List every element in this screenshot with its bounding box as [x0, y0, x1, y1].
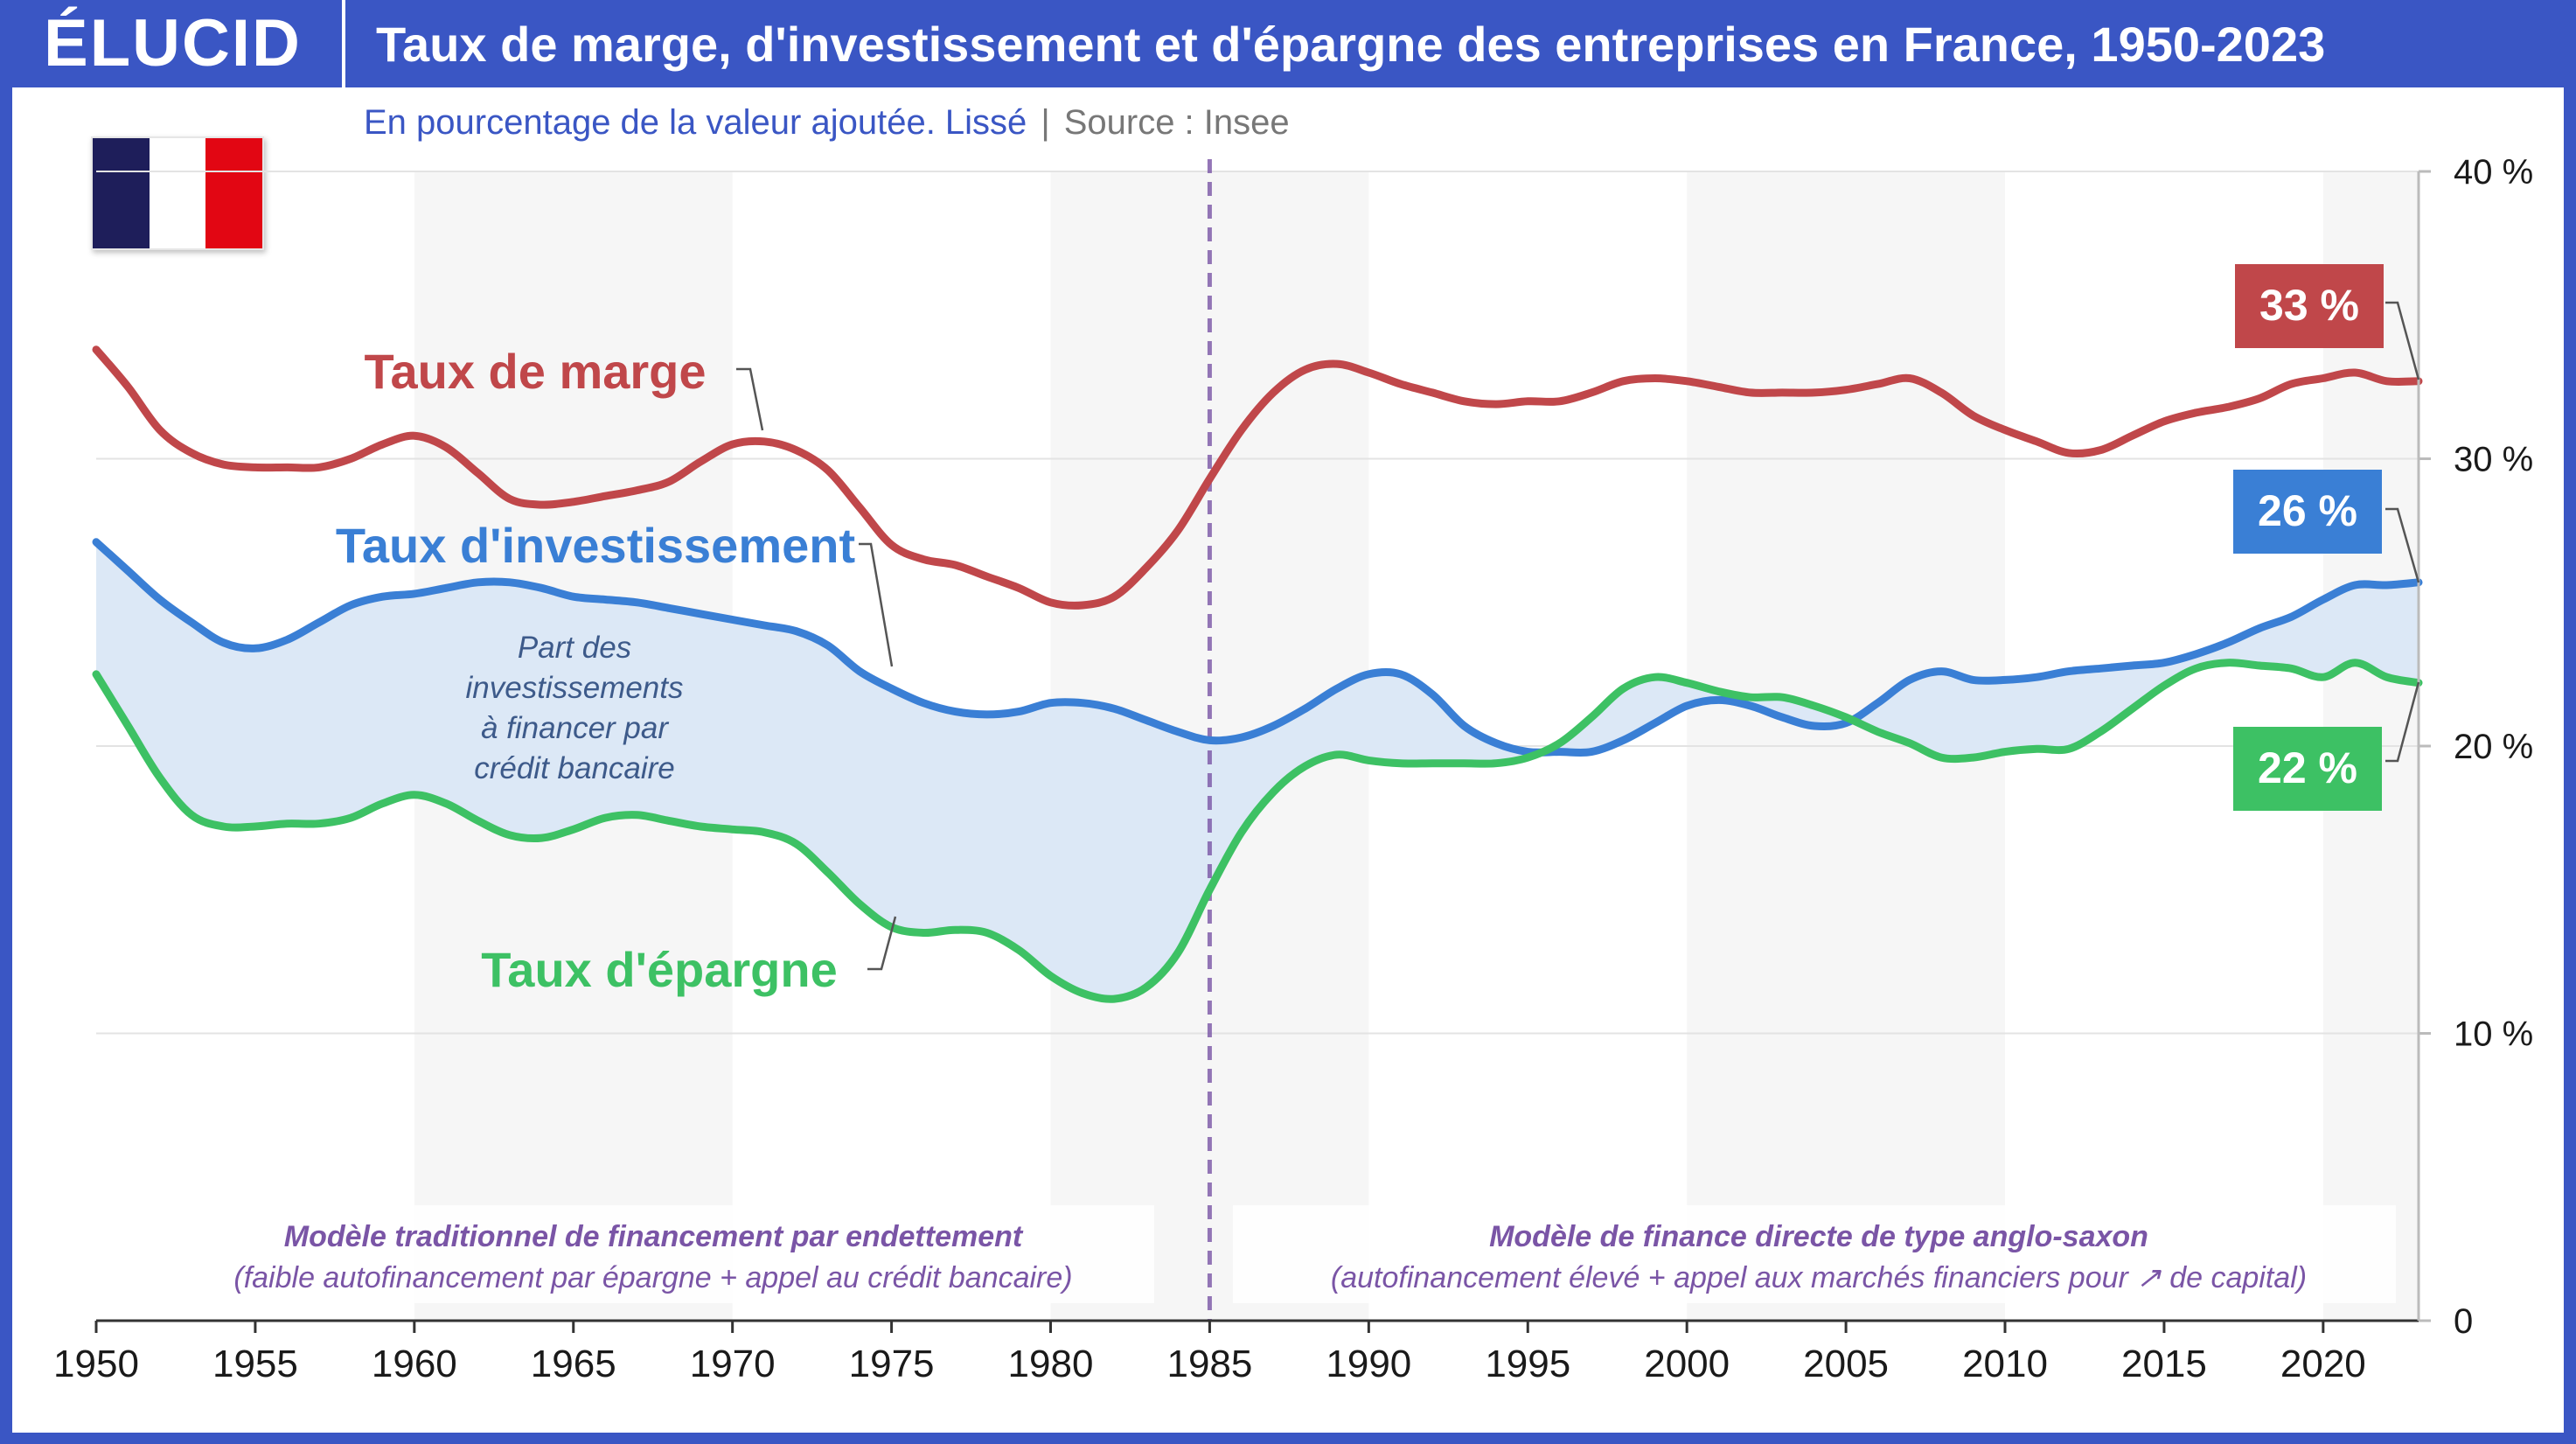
y-tick-label: 10 % — [2454, 1015, 2533, 1054]
leader-line-epargne — [867, 916, 897, 971]
x-tick-label: 2020 — [2280, 1343, 2366, 1385]
x-tick-label: 2005 — [1803, 1343, 1889, 1385]
annotation-right-subtitle: (autofinancement élevé + appel aux march… — [1331, 1261, 2307, 1294]
chart-subtitle: En pourcentage de la valeur ajoutée. Lis… — [364, 98, 1290, 147]
series-name-epargne: Taux d'épargne — [481, 942, 837, 997]
y-tick-label: 0 — [2454, 1302, 2473, 1341]
area-label-line: crédit bancaire — [474, 751, 675, 785]
y-tick-label: 40 % — [2454, 153, 2533, 192]
x-tick-label: 1980 — [1008, 1343, 1094, 1385]
area-label-line: Part des — [518, 631, 631, 665]
x-tick-label: 2000 — [1644, 1343, 1730, 1385]
website-url[interactable]: www.elucid.media — [2292, 1409, 2518, 1438]
x-tick-label: 1965 — [531, 1343, 616, 1385]
elucid-logo[interactable]: ÉLUCID — [44, 6, 302, 80]
financing-gap-area — [96, 541, 2419, 1000]
area-label-line: investissements — [466, 671, 684, 705]
x-tick-label: 1970 — [690, 1343, 776, 1385]
header-bar: ÉLUCID Taux de marge, d'investissement e… — [0, 0, 2576, 87]
series-line-marge — [92, 345, 2423, 610]
x-tick-label: 1990 — [1326, 1343, 1411, 1385]
end-label-box-marge — [2235, 264, 2384, 348]
area-label-line: à financer par — [481, 711, 669, 745]
end-label-investissement: 26 % — [2258, 486, 2357, 535]
series-name-marge: Taux de marge — [364, 344, 706, 399]
source-text: Source : Insee — [1063, 103, 1290, 142]
series-name-investissement: Taux d'investissement — [336, 518, 855, 573]
x-tick-label: 2010 — [1962, 1343, 2048, 1385]
annotation-left-box — [131, 1205, 1154, 1303]
annotation-left-subtitle: (faible autofinancement par épargne + ap… — [233, 1261, 1072, 1294]
chart-title: Taux de marge, d'investissement et d'épa… — [376, 17, 2326, 72]
x-tick-label: 1975 — [849, 1343, 935, 1385]
end-label-epargne: 22 % — [2258, 743, 2357, 792]
y-tick-label: 20 % — [2454, 728, 2533, 766]
x-tick-label: 2015 — [2121, 1343, 2207, 1385]
france-flag-icon — [91, 136, 264, 250]
x-tick-label: 1955 — [212, 1343, 298, 1385]
end-label-marge: 33 % — [2259, 281, 2359, 330]
header-divider — [342, 0, 345, 87]
x-tick-label: 1995 — [1485, 1343, 1570, 1385]
end-label-box-investissement — [2233, 470, 2382, 554]
end-leader-investissement — [2385, 507, 2420, 583]
leader-line-marge — [736, 367, 764, 431]
x-tick-label: 1950 — [53, 1343, 139, 1385]
series-line-investissement — [92, 538, 2423, 757]
y-tick-label: 30 % — [2454, 441, 2533, 479]
annotation-left-title: Modèle traditionnel de financement par e… — [284, 1220, 1024, 1253]
x-tick-label: 1960 — [372, 1343, 457, 1385]
x-tick-label: 1985 — [1166, 1343, 1252, 1385]
elucid-mark-icon — [2522, 1400, 2564, 1420]
annotation-right-box — [1233, 1205, 2396, 1303]
end-leader-marge — [2385, 301, 2420, 380]
annotation-right-title: Modèle de finance directe de type anglo-… — [1489, 1220, 2148, 1253]
subtitle-text: En pourcentage de la valeur ajoutée. Lis… — [364, 103, 1027, 142]
subtitle-separator: | — [1041, 103, 1050, 142]
leader-line-investissement — [859, 542, 894, 667]
end-label-box-epargne — [2233, 727, 2382, 811]
series-line-epargne — [92, 659, 2423, 1003]
end-leader-epargne — [2385, 681, 2420, 763]
